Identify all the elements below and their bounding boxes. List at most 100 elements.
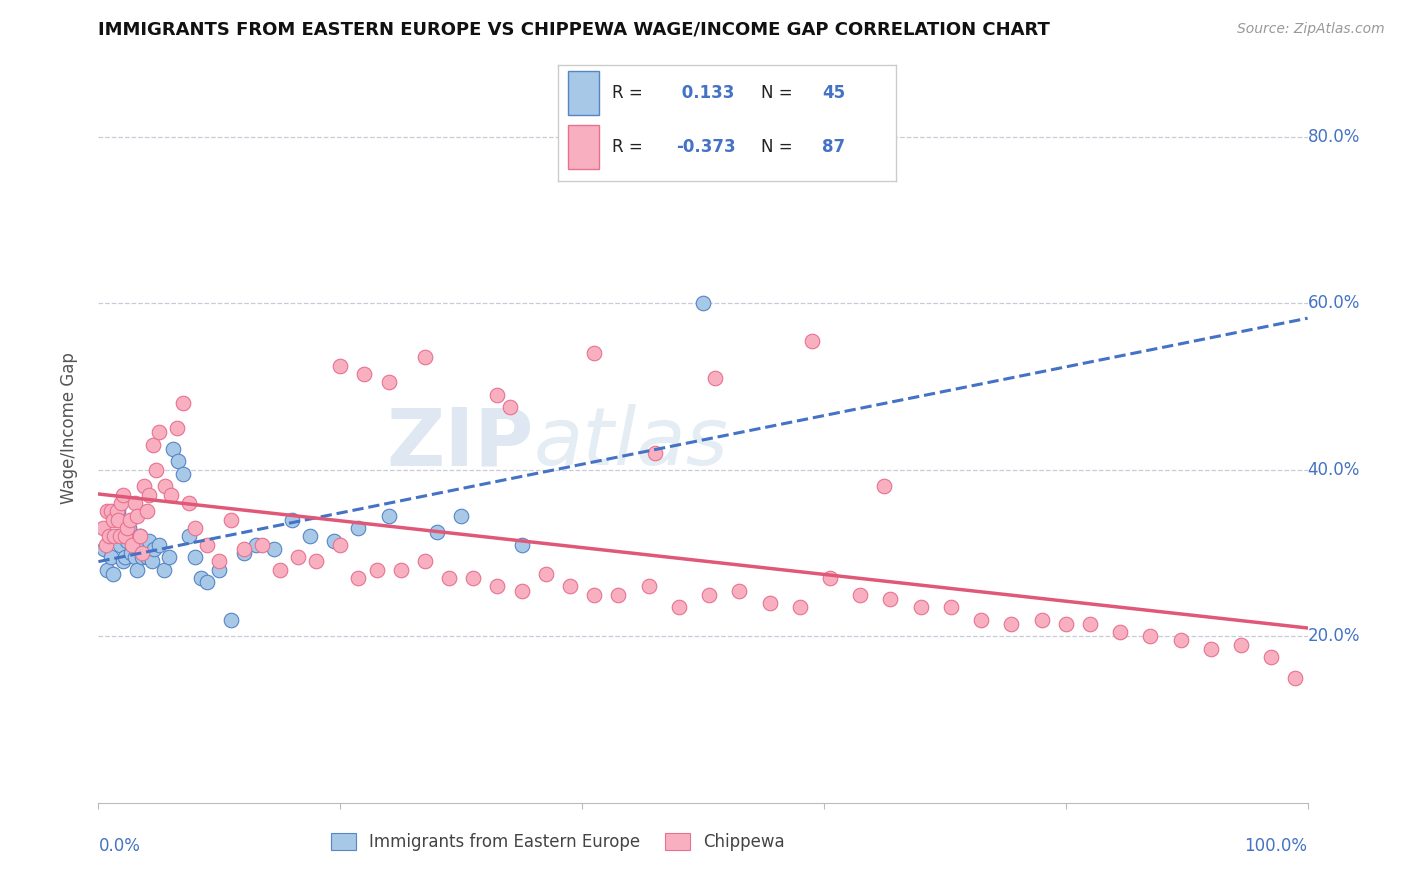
- Point: [124, 496, 146, 510]
- Point: [107, 504, 129, 518]
- Point: [287, 550, 309, 565]
- Point: [347, 571, 370, 585]
- Point: [152, 563, 174, 577]
- Point: [413, 554, 436, 568]
- Point: [299, 529, 322, 543]
- Point: [534, 566, 557, 581]
- Point: [134, 479, 156, 493]
- Legend: Immigrants from Eastern Europe, Chippewa: Immigrants from Eastern Europe, Chippewa: [323, 827, 792, 858]
- Point: [486, 579, 509, 593]
- Point: [135, 504, 157, 518]
- Point: [305, 554, 328, 568]
- Text: 0.0%: 0.0%: [98, 837, 141, 855]
- Point: [668, 600, 690, 615]
- Point: [128, 529, 150, 543]
- Text: Source: ZipAtlas.com: Source: ZipAtlas.com: [1237, 22, 1385, 37]
- Point: [120, 546, 142, 560]
- Point: [110, 496, 132, 510]
- Point: [1284, 671, 1306, 685]
- Point: [103, 529, 125, 543]
- Point: [114, 529, 136, 543]
- Point: [179, 496, 201, 510]
- Text: IMMIGRANTS FROM EASTERN EUROPE VS CHIPPEWA WAGE/INCOME GAP CORRELATION CHART: IMMIGRANTS FROM EASTERN EUROPE VS CHIPPE…: [98, 21, 1050, 38]
- Point: [637, 579, 659, 593]
- Point: [250, 538, 273, 552]
- Point: [91, 521, 114, 535]
- Point: [111, 488, 134, 502]
- Point: [486, 388, 509, 402]
- Point: [131, 546, 153, 560]
- Point: [413, 351, 436, 365]
- Point: [118, 513, 141, 527]
- Point: [208, 554, 231, 568]
- Text: 20.0%: 20.0%: [1308, 627, 1360, 645]
- Point: [172, 467, 194, 481]
- Point: [105, 529, 128, 543]
- Point: [800, 334, 823, 348]
- Point: [1260, 650, 1282, 665]
- Point: [329, 538, 352, 552]
- Point: [1054, 616, 1077, 631]
- Point: [145, 463, 167, 477]
- Point: [510, 538, 533, 552]
- Point: [111, 554, 134, 568]
- Point: [728, 583, 751, 598]
- Point: [789, 600, 811, 615]
- Point: [818, 571, 841, 585]
- Point: [134, 538, 156, 552]
- Point: [1170, 633, 1192, 648]
- Point: [184, 521, 207, 535]
- Text: 80.0%: 80.0%: [1308, 128, 1360, 145]
- Point: [96, 504, 118, 518]
- Text: 60.0%: 60.0%: [1308, 294, 1360, 312]
- Point: [849, 588, 872, 602]
- Point: [939, 600, 962, 615]
- Point: [131, 550, 153, 565]
- Point: [127, 563, 149, 577]
- Text: 40.0%: 40.0%: [1308, 461, 1360, 479]
- Point: [1109, 625, 1132, 640]
- Point: [162, 442, 184, 456]
- Point: [583, 588, 606, 602]
- Point: [232, 541, 254, 556]
- Point: [221, 513, 243, 527]
- Point: [704, 371, 727, 385]
- Point: [970, 613, 993, 627]
- Point: [758, 596, 780, 610]
- Point: [1139, 629, 1161, 643]
- Point: [281, 513, 304, 527]
- Point: [153, 479, 176, 493]
- Point: [100, 504, 122, 518]
- Point: [426, 525, 449, 540]
- Point: [114, 550, 136, 565]
- Point: [1230, 638, 1253, 652]
- Point: [105, 504, 128, 518]
- Point: [329, 359, 352, 373]
- Point: [142, 438, 165, 452]
- Point: [353, 367, 375, 381]
- Point: [124, 550, 146, 565]
- Point: [873, 479, 896, 493]
- Point: [879, 591, 901, 606]
- Point: [172, 396, 194, 410]
- Point: [143, 541, 166, 556]
- Point: [377, 376, 399, 390]
- Point: [93, 541, 115, 556]
- Text: atlas: atlas: [534, 404, 728, 483]
- Point: [644, 446, 666, 460]
- Point: [347, 521, 370, 535]
- Point: [692, 296, 714, 310]
- Point: [607, 588, 630, 602]
- Point: [94, 538, 117, 552]
- Point: [107, 513, 129, 527]
- Point: [1031, 613, 1053, 627]
- Point: [98, 529, 121, 543]
- Point: [121, 538, 143, 552]
- Point: [208, 563, 231, 577]
- Point: [117, 533, 139, 548]
- Point: [389, 563, 412, 577]
- Point: [166, 421, 188, 435]
- Point: [263, 541, 285, 556]
- Point: [1199, 641, 1222, 656]
- Point: [269, 563, 291, 577]
